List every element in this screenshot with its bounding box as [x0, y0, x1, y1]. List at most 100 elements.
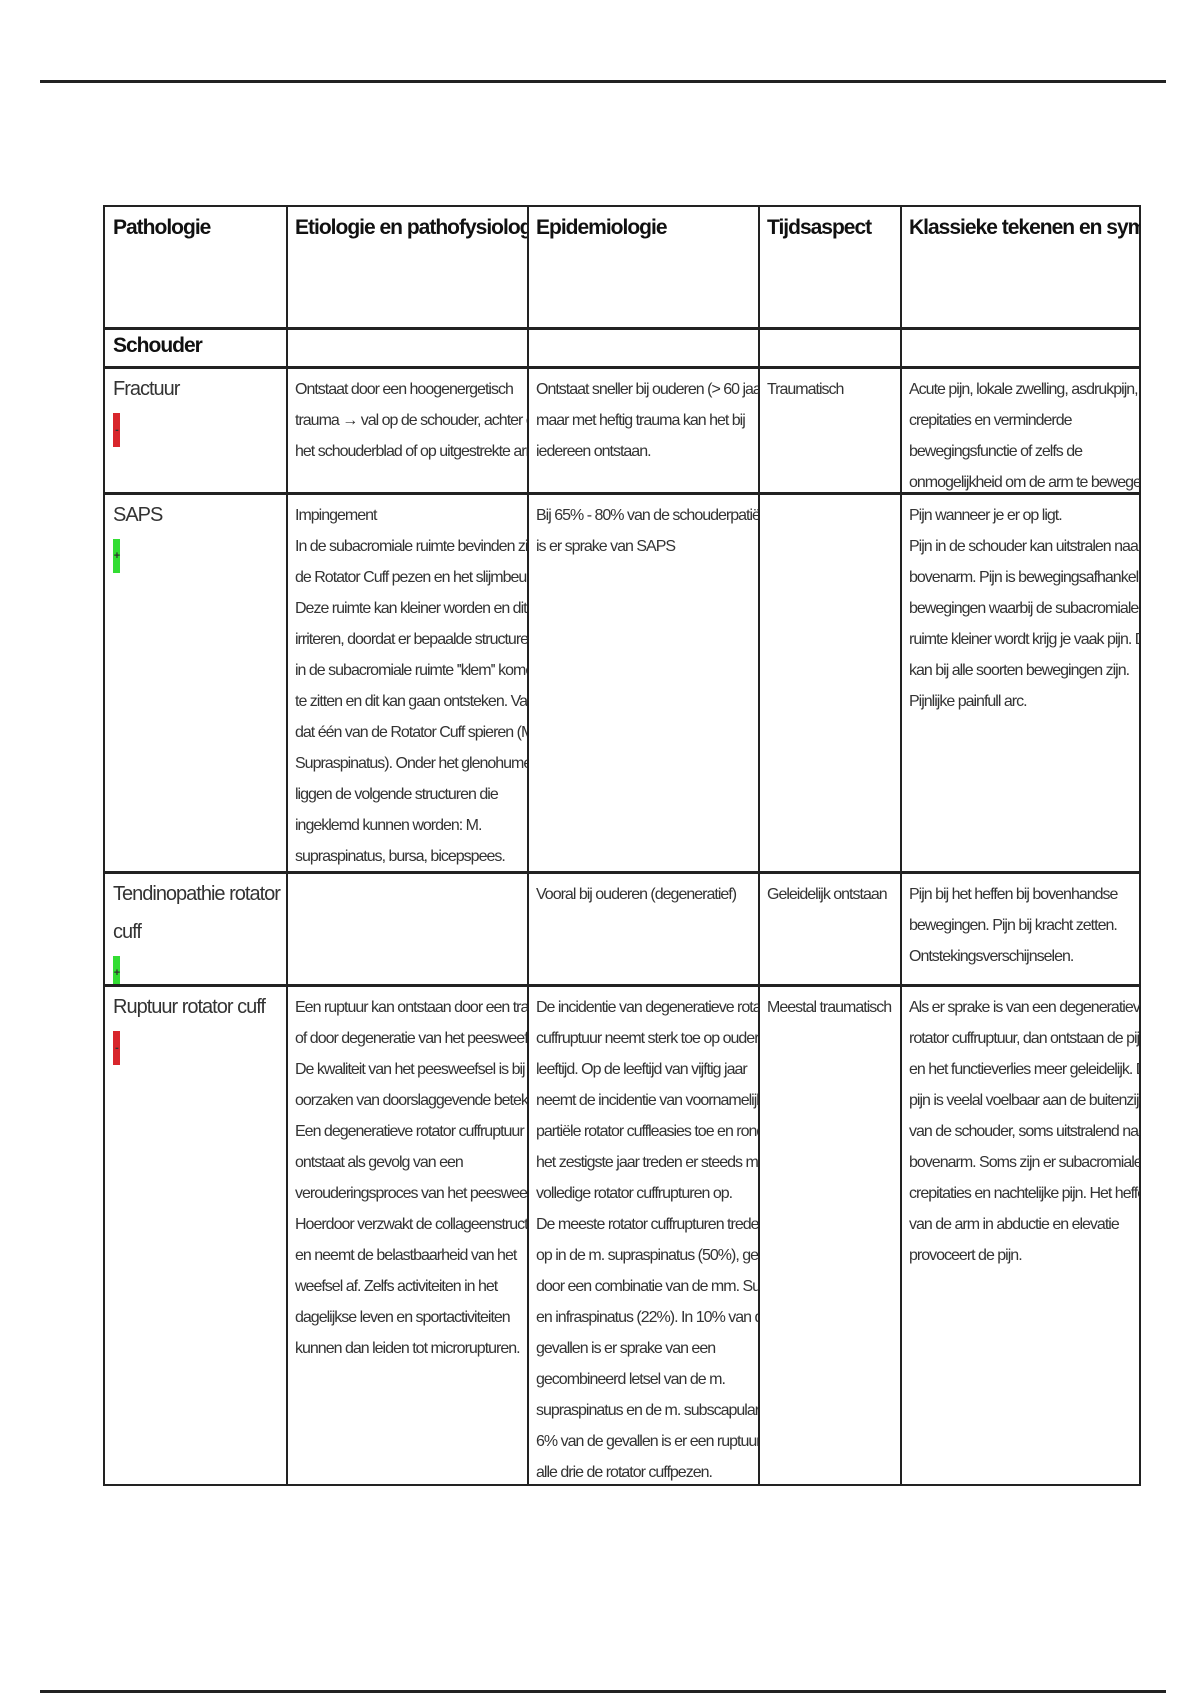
cell-text-line: cuffruptuur neemt sterk toe op oudere [536, 1030, 758, 1047]
cell-text-line: partiële rotator cuffleasies toe en rond [536, 1123, 758, 1140]
epidemiologie-cell: Vooral bij ouderen (degeneratief) [529, 873, 758, 984]
symptomen-cell: Pijn bij het heffen bij bovenhandse beweg… [902, 873, 1140, 984]
cell-text-line: Ontstaat door een hoogenergetisch [295, 381, 514, 398]
cell-text-line: kunnen dan leiden tot microrupturen. [295, 1340, 521, 1357]
header-pathologie: Pathologie [106, 208, 286, 327]
cell-text-line: In de subacromiale ruimte bevinden zich [295, 538, 527, 555]
cell-text-line: gevallen is er sprake van een [536, 1340, 716, 1357]
symptomen-cell: Pijn wanneer je er op ligt. Pijn in de sc… [902, 494, 1140, 871]
cell-text-line: Pijn in de schouder kan uitstralen naar [909, 538, 1140, 555]
cell-text-line: Acute pijn, lokale zwelling, asdrukpijn, [909, 381, 1139, 398]
plus-marker-icon: + [113, 539, 120, 573]
pathology-name-cell: Fractuur - [106, 368, 286, 492]
cell-text-line: De incidentie van degeneratieve rotator [536, 999, 758, 1016]
cell-text-line: trauma → val op de schouder, achter op [295, 412, 527, 429]
cell-text-line: het schouderblad of op uitgestrekte arm. [295, 443, 527, 460]
cell-text-line: de Rotator Cuff pezen en het slijmbeurs. [295, 569, 527, 586]
cell-text-line: irriteren, doordat er bepaalde structure… [295, 631, 527, 648]
empty-cell [760, 329, 900, 366]
cell-text-line: oorzaken van doorslaggevende betekenis. [295, 1092, 527, 1109]
symptomen-cell: Als er sprake is van een degeneratieve ro… [902, 986, 1140, 1485]
section-header-schouder: Schouder [106, 329, 286, 366]
pathology-table: Pathologie Etiologie en pathofysiologie Ep… [103, 205, 1141, 1486]
cell-text-line: weefsel af. Zelfs activiteiten in het [295, 1278, 498, 1295]
pathology-name: Fractuur [113, 378, 180, 400]
cell-text-line: Supraspinatus). Onder het glenohumerale [295, 755, 527, 772]
cell-text-line: bewegingen waarbij de subacromiale [909, 600, 1139, 617]
cell-text-line: van de arm in abductie en elevatie [909, 1216, 1120, 1233]
cell-text-line: Pijn wanneer je er op ligt. [909, 507, 1063, 524]
pathology-name: SAPS [113, 504, 163, 526]
header-symptomen: Klassieke tekenen en symptomen [902, 208, 1140, 327]
cell-text-line: Traumatisch [767, 381, 844, 398]
cell-text-line: Impingement [295, 507, 378, 524]
cell-text-line: neemt de incidentie van voornamelijk [536, 1092, 758, 1109]
cell-text-line: 6% van de gevallen is er een ruptuur van [536, 1433, 758, 1450]
column-header-label: Tijdsaspect [767, 216, 872, 239]
cell-text-line: Pijnlijke painfull arc. [909, 693, 1028, 710]
cell-text-line: dat één van de Rotator Cuff spieren (M. [295, 724, 527, 741]
cell-text-line: in de subacromiale ruimte ''klem'' komen [295, 662, 527, 679]
cell-text-line: door een combinatie van de mm. Supra- [536, 1278, 758, 1295]
cell-text-line: ontstaat als gevolg van een [295, 1154, 464, 1171]
cell-text-line: en neemt de belastbaarheid van het [295, 1247, 517, 1264]
column-divider [286, 207, 288, 1484]
tijdsaspect-cell: Traumatisch [760, 368, 900, 492]
cell-text-line: Hoerdoor verzwakt de collageenstructuur [295, 1216, 527, 1233]
epidemiologie-cell: De incidentie van degeneratieve rotator c… [529, 986, 758, 1485]
etiologie-cell [288, 873, 527, 984]
cell-text-line: crepitaties en nachtelijke pijn. Het hef… [909, 1185, 1140, 1202]
cell-text-line: Vooral bij ouderen (degeneratief) [536, 886, 737, 903]
cell-text-line: rotator cuffruptuur, dan ontstaan de pij… [909, 1030, 1140, 1047]
tijdsaspect-cell [760, 494, 900, 871]
pathology-name: Tendinopathie rotator [113, 883, 281, 905]
tijdsaspect-cell: Geleidelijk ontstaan [760, 873, 900, 984]
cell-text-line: ruimte kleiner wordt krijg je vaak pijn.… [909, 631, 1140, 648]
cell-text-line: De meeste rotator cuffrupturen treden [536, 1216, 758, 1233]
epidemiologie-cell: Bij 65% - 80% van de schouderpatiënten is… [529, 494, 758, 871]
column-divider [758, 207, 760, 1484]
cell-text-line: Meestal traumatisch [767, 999, 892, 1016]
cell-text-line: van de schouder, soms uitstralend naar d… [909, 1123, 1140, 1140]
cell-text-line: gecombineerd letsel van de m. [536, 1371, 726, 1388]
cell-text-line: te zitten en dit kan gaan ontsteken. Vaa… [295, 693, 527, 710]
minus-marker-icon: - [113, 1031, 120, 1065]
tijdsaspect-cell: Meestal traumatisch [760, 986, 900, 1485]
cell-text-line: alle drie de rotator cuffpezen. [536, 1464, 713, 1481]
top-rule [40, 80, 1166, 83]
cell-text-line: supraspinatus en de m. subscapularis. In [536, 1402, 758, 1419]
pathology-name-cell: Tendinopathie rotator cuff + [106, 873, 286, 984]
empty-cell [902, 329, 1140, 366]
pathology-name-cell: Ruptuur rotator cuff - [106, 986, 286, 1485]
column-header-label: Etiologie en pathofysiologie [295, 216, 527, 239]
cell-text-line: volledige rotator cuffrupturen op. [536, 1185, 733, 1202]
column-divider [527, 207, 529, 1484]
section-label: Schouder [113, 334, 203, 357]
cell-text-line: bewegingen. Pijn bij kracht zetten. [909, 917, 1118, 934]
cell-text-line: onmogelijkheid om de arm te bewegen. [909, 474, 1140, 491]
column-divider [900, 207, 902, 1484]
epidemiologie-cell: Ontstaat sneller bij ouderen (> 60 jaar)… [529, 368, 758, 492]
cell-text-line: pijn is veelal voelbaar aan de buitenzij… [909, 1092, 1140, 1109]
cell-text-line: maar met heftig trauma kan het bij [536, 412, 746, 429]
cell-text-line: Deze ruimte kan kleiner worden en dit ka… [295, 600, 527, 617]
header-epidemiologie: Epidemiologie [529, 208, 758, 327]
pathology-name-cell: SAPS + [106, 494, 286, 871]
symptomen-cell: Acute pijn, lokale zwelling, asdrukpijn,… [902, 368, 1140, 492]
row-divider [105, 366, 1139, 369]
cell-text-line: De kwaliteit van het peesweefsel is bij … [295, 1061, 527, 1078]
column-header-label: Klassieke tekenen en symptomen [909, 216, 1140, 239]
cell-text-line: Als er sprake is van een degeneratieve [909, 999, 1140, 1016]
header-tijdsaspect: Tijdsaspect [760, 208, 900, 327]
minus-marker-icon: - [113, 413, 120, 447]
cell-text-line: Een ruptuur kan ontstaan door een trauma [295, 999, 527, 1016]
cell-text-line: dagelijkse leven en sportactiviteiten [295, 1309, 511, 1326]
cell-text-line: Pijn bij het heffen bij bovenhandse [909, 886, 1118, 903]
etiologie-cell: Impingement In de subacromiale ruimte bev… [288, 494, 527, 871]
plus-marker-icon: + [113, 956, 120, 984]
pathology-name: cuff [113, 921, 142, 943]
row-divider [105, 327, 1139, 330]
row-divider [105, 871, 1139, 874]
cell-text-line: kan bij alle soorten bewegingen zijn. [909, 662, 1130, 679]
cell-text-line: crepitaties en verminderde [909, 412, 1073, 429]
